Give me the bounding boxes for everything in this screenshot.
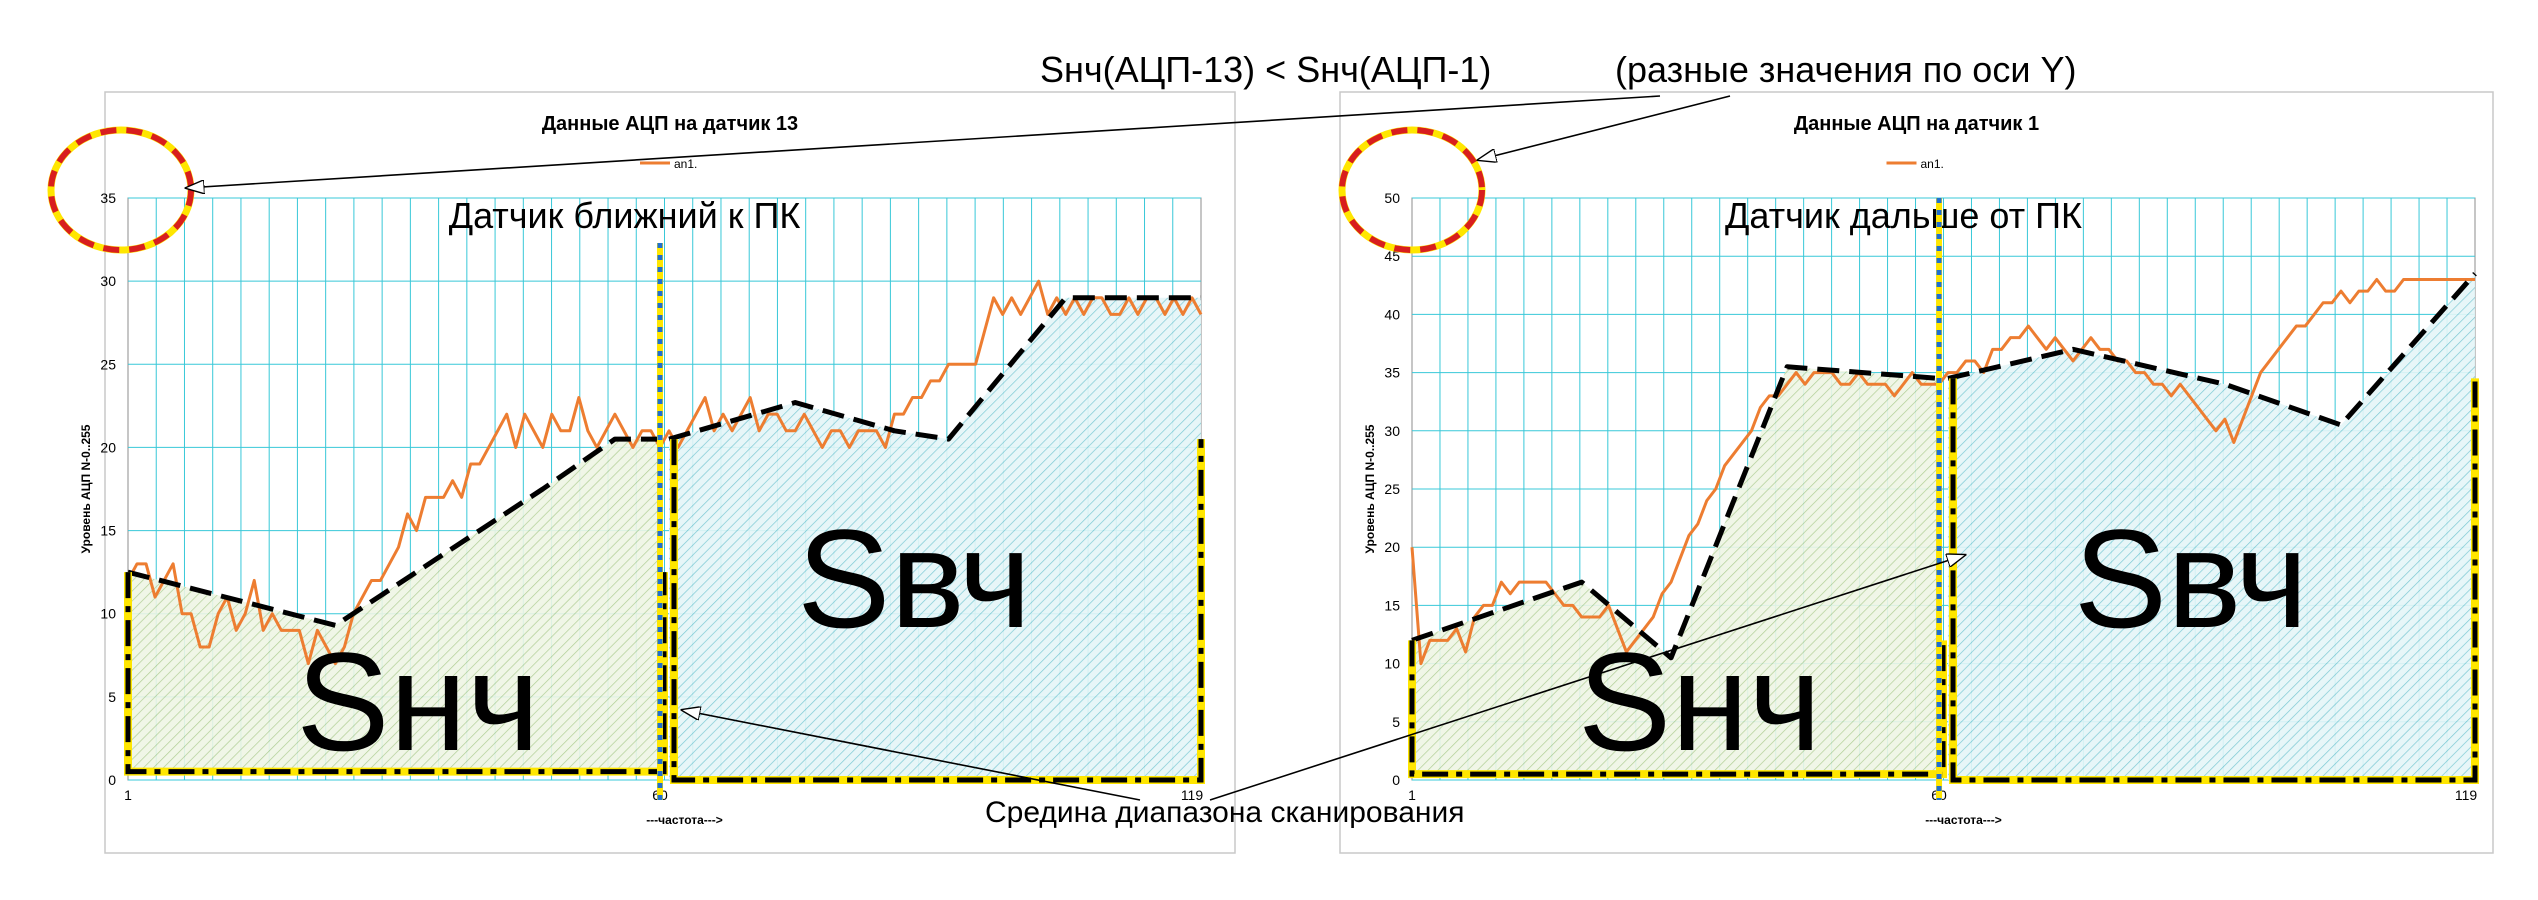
bottom-note-annotation: Средина диапазона сканирования: [985, 796, 1464, 829]
top-note-annotation: (разные значения по оси Y): [1615, 49, 2076, 90]
region-high-fill: [1947, 273, 2475, 780]
ymax-highlight-red: [1339, 127, 1485, 253]
y-tick-label: 35: [1384, 365, 1400, 381]
y-tick-label: 15: [100, 523, 116, 539]
region-border-black: [125, 572, 667, 775]
y-tick-label: 30: [100, 273, 116, 289]
chart-title: Данные АЦП на датчик 13: [542, 113, 798, 135]
legend-label: an1.: [674, 157, 697, 171]
envelope-high-line: [1947, 272, 2477, 428]
envelope-low-line: [1411, 364, 1940, 661]
arrow-to-left-midline: [682, 710, 1141, 801]
arrow-to-right-ymax: [1478, 95, 1731, 160]
chart-subtitle: Датчик дальше от ПК: [1725, 195, 2082, 236]
chart-title: Данные АЦП на датчик 1: [1794, 113, 2039, 135]
region-low-border: [124, 572, 668, 776]
y-tick-label: 15: [1384, 597, 1400, 613]
y-tick-label: 40: [1384, 306, 1400, 322]
y-tick-label: 20: [100, 439, 116, 455]
y-tick-label: 0: [1392, 772, 1400, 788]
arrow-to-left-ymax: [186, 95, 1661, 188]
y-tick-label: 10: [1384, 656, 1400, 672]
arrow-to-right-midline: [1209, 555, 1965, 801]
envelope-low-line: [127, 436, 660, 628]
region-border-black: [1409, 640, 1946, 777]
top-comparison-annotation: Sнч(АЦП-13) < Sнч(АЦП-1): [1040, 49, 1491, 90]
region-low-label: Sнч: [1578, 623, 1822, 780]
x-axis-title: ---частота--->: [1925, 813, 2002, 827]
y-tick-label: 30: [1384, 423, 1400, 439]
region-low-label: Sнч: [296, 623, 540, 780]
region-border-black: [1950, 378, 2478, 783]
chart-sensor-1: 05101520253035404550160119---частота--->…: [1338, 91, 2494, 854]
chart-sensor-13: 05101520253035160119---частота--->Уровен…: [47, 91, 1236, 854]
x-axis-title: ---частота--->: [646, 813, 723, 827]
y-tick-label: 0: [108, 772, 116, 788]
region-high-label: Sвч: [797, 500, 1031, 657]
y-tick-label: 50: [1384, 190, 1400, 206]
legend-label: an1.: [1921, 157, 1944, 171]
y-tick-label: 5: [108, 689, 116, 705]
y-tick-label: 45: [1384, 248, 1400, 264]
envelope-high-line: [668, 295, 1201, 442]
series-line-an1: [126, 279, 1203, 666]
region-high-border: [669, 439, 1205, 784]
x-tick-label: 1: [124, 787, 132, 803]
region-border-yellow: [669, 439, 1205, 784]
region-low-fill: [128, 439, 660, 772]
series-line-an1: [1410, 277, 2475, 666]
y-axis-title: Уровень АЦП N-0..255: [1363, 424, 1377, 553]
x-tick-label: 119: [2455, 787, 2478, 803]
y-tick-label: 35: [100, 190, 116, 206]
y-tick-label: 25: [1384, 481, 1400, 497]
region-high-label: Sвч: [2074, 500, 2308, 657]
x-tick-label: 1: [1408, 787, 1416, 803]
y-tick-label: 5: [1392, 714, 1400, 730]
x-tick-label: 119: [1181, 787, 1204, 803]
y-tick-label: 20: [1384, 539, 1400, 555]
y-axis-title: Уровень АЦП N-0..255: [79, 424, 93, 553]
region-low-border: [1408, 640, 1948, 779]
chart-subtitle: Датчик ближний к ПК: [449, 195, 801, 236]
region-high-border: [1949, 378, 2479, 784]
y-tick-label: 25: [100, 356, 116, 372]
y-tick-label: 10: [100, 606, 116, 622]
region-low-fill: [1412, 366, 1940, 775]
